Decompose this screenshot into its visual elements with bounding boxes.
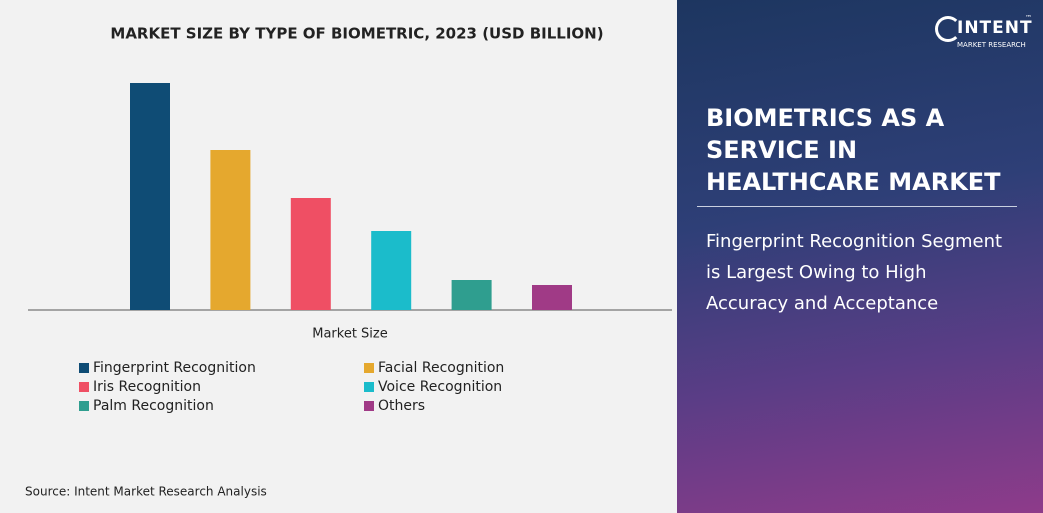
info-panel: INTENT MARKET RESEARCH ™ BIOMETRICS AS A…	[677, 0, 1043, 513]
bar	[210, 150, 251, 310]
legend-swatch	[79, 401, 89, 411]
logo-name: INTENT	[957, 18, 1033, 38]
logo-icon	[935, 16, 961, 42]
legend-label: Facial Recognition	[378, 360, 504, 376]
chart-panel: MARKET SIZE BY TYPE OF BIOMETRIC, 2023 (…	[0, 0, 677, 513]
legend-label: Iris Recognition	[93, 379, 201, 395]
bar	[290, 198, 331, 310]
x-axis-label: Market Size	[312, 327, 388, 342]
legend-label: Voice Recognition	[378, 379, 502, 395]
logo-tagline: MARKET RESEARCH	[957, 41, 1026, 49]
panel-summary: Fingerprint Recognition Segment is Large…	[706, 231, 1003, 314]
legend-swatch	[364, 382, 374, 392]
source: Source: Intent Market Research Analysis	[25, 485, 267, 499]
legend-label: Palm Recognition	[93, 398, 214, 414]
bar	[532, 285, 572, 310]
divider	[697, 206, 1017, 207]
chart-title: MARKET SIZE BY TYPE OF BIOMETRIC, 2023 (…	[110, 25, 603, 43]
panel-heading: BIOMETRICS AS A SERVICE IN HEALTHCARE MA…	[706, 104, 1001, 196]
bar	[451, 280, 492, 310]
legend-swatch	[79, 363, 89, 373]
logo: INTENT MARKET RESEARCH ™	[935, 14, 1035, 54]
legend-label: Fingerprint Recognition	[93, 360, 256, 376]
chart: MARKET SIZE BY TYPE OF BIOMETRIC, 2023 (…	[25, 25, 672, 499]
legend-label: Others	[378, 398, 425, 414]
legend-swatch	[364, 401, 374, 411]
bar	[371, 231, 412, 310]
bar	[130, 83, 170, 310]
legend-swatch	[364, 363, 374, 373]
legend-swatch	[79, 382, 89, 392]
logo-trademark: ™	[1025, 14, 1032, 22]
